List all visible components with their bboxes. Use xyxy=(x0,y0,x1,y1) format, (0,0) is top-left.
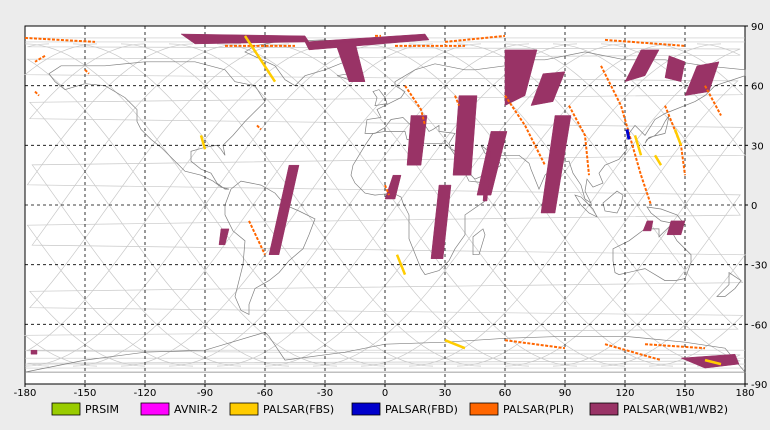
longitude-tick-label: -150 xyxy=(74,388,97,399)
longitude-tick-label: 0 xyxy=(382,388,388,399)
longitude-tick-labels: -180 -150 -120 -90 -60 -30 0 30 60 90 120 150 180 xyxy=(14,384,755,399)
longitude-tick-label: 180 xyxy=(735,388,754,399)
legend-swatch xyxy=(51,402,81,416)
plr-coverage-strip xyxy=(454,95,460,106)
legend-swatch xyxy=(140,402,170,416)
wb-coverage-swath xyxy=(430,184,452,259)
wb-coverage-swath xyxy=(476,131,508,196)
fbs-coverage-strip xyxy=(444,339,466,350)
plr-coverage-strip xyxy=(568,105,590,176)
latitude-tick-label: -30 xyxy=(751,261,767,272)
legend: PRSIM AVNIR-2 PALSAR(FBS) PALSAR(FBD) PALSAR… xyxy=(51,402,728,416)
latitude-tick-label: 90 xyxy=(751,22,764,33)
coverage-layer xyxy=(24,33,740,369)
longitude-tick-label: -90 xyxy=(197,388,213,399)
fbs-coverage-strip xyxy=(199,135,207,150)
fbs-coverage-strip xyxy=(653,154,663,166)
longitude-tick-label: -60 xyxy=(257,388,273,399)
legend-swatch xyxy=(229,402,259,416)
legend-label: AVNIR-2 xyxy=(174,403,218,416)
plr-coverage-strip xyxy=(24,36,96,43)
plr-coverage-strip xyxy=(444,34,506,43)
latitude-tick-labels: 90 60 30 0 -30 -60 -90 xyxy=(745,22,767,391)
plr-coverage-strip xyxy=(84,69,90,75)
wb-coverage-swath xyxy=(504,49,538,107)
africa-coast xyxy=(350,131,488,276)
fbs-coverage-strip xyxy=(633,135,643,156)
map-grid xyxy=(25,26,745,384)
longitude-tick-label: 150 xyxy=(675,388,694,399)
fbs-coverage-strip xyxy=(704,358,722,366)
plr-coverage-strip xyxy=(504,339,566,350)
wb-coverage-swath xyxy=(180,33,310,45)
longitude-tick-label: -30 xyxy=(317,388,333,399)
new-zealand-coast xyxy=(716,271,742,297)
plr-coverage-strip xyxy=(34,90,40,97)
latitude-tick-label: 60 xyxy=(751,82,764,93)
wb-coverage-swath xyxy=(540,115,572,214)
plr-coverage-strip xyxy=(34,54,46,63)
legend-label: PRSIM xyxy=(85,403,119,416)
latitude-tick-label: -60 xyxy=(751,320,767,331)
longitude-tick-label: 60 xyxy=(499,388,512,399)
plr-coverage-strip xyxy=(644,343,706,350)
north-america-coast xyxy=(48,61,266,190)
legend-label: PALSAR(FBD) xyxy=(385,403,458,416)
longitude-tick-label: 90 xyxy=(559,388,572,399)
plr-coverage-strip xyxy=(384,184,390,196)
wb-coverage-swath xyxy=(304,33,430,51)
wb-coverage-swath xyxy=(218,228,230,246)
legend-swatch xyxy=(469,402,499,416)
wb-coverage-swath xyxy=(30,349,38,355)
fbd-coverage-strip xyxy=(625,129,631,140)
plr-coverage-strip xyxy=(504,95,546,166)
wb-coverage-swath xyxy=(530,71,566,106)
latitude-tick-label: -90 xyxy=(751,380,767,391)
wb-coverage-swath xyxy=(334,41,366,82)
wb-coverage-swath xyxy=(642,220,654,232)
plr-coverage-strip xyxy=(600,65,652,206)
longitude-tick-label: -120 xyxy=(134,388,157,399)
fbs-coverage-strip xyxy=(673,128,683,146)
legend-swatch xyxy=(589,402,619,416)
british-isles-coast xyxy=(372,89,388,107)
legend-label: PALSAR(WB1/WB2) xyxy=(623,403,728,416)
wb-coverage-swath xyxy=(664,55,686,83)
wb-coverage-swath xyxy=(624,49,660,83)
plr-coverage-strip xyxy=(248,220,266,256)
wb-coverage-swath xyxy=(666,220,686,236)
wb-coverage-swath xyxy=(452,95,478,176)
latitude-tick-label: 0 xyxy=(751,201,757,212)
longitude-tick-label: 30 xyxy=(439,388,452,399)
plr-coverage-strip xyxy=(604,343,662,362)
plr-coverage-strip xyxy=(256,124,262,131)
plr-coverage-strip xyxy=(704,85,722,116)
madagascar-coast xyxy=(472,228,486,256)
longitude-tick-label: 120 xyxy=(615,388,634,399)
latitude-tick-label: 30 xyxy=(751,141,764,152)
longitude-tick-label: -180 xyxy=(14,388,37,399)
legend-label: PALSAR(PLR) xyxy=(503,403,574,416)
wb-coverage-swath xyxy=(482,151,492,202)
wb-coverage-swath xyxy=(268,164,300,255)
fbs-coverage-strip xyxy=(243,35,277,83)
wb-coverage-swath xyxy=(406,115,428,166)
australia-coast xyxy=(612,226,692,281)
legend-label: PALSAR(FBS) xyxy=(263,403,334,416)
sumatra-coast xyxy=(574,194,598,218)
legend-swatch xyxy=(351,402,381,416)
fbs-coverage-strip xyxy=(395,254,407,276)
plr-coverage-strip xyxy=(404,85,426,126)
